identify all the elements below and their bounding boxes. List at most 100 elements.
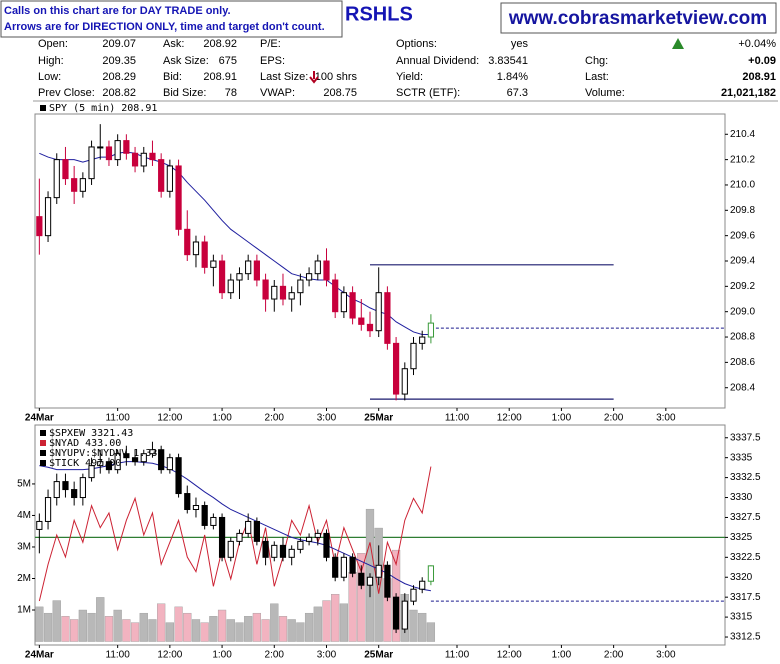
candle-body (271, 544, 278, 558)
stat-value: 208.91 (203, 71, 237, 83)
candle-body (288, 548, 295, 558)
candle-body (305, 536, 313, 542)
candle-body (166, 165, 173, 192)
volume-bar (148, 619, 157, 642)
stat-label: Last Size: (260, 71, 308, 83)
volume-bar (113, 609, 122, 642)
candle-body (332, 279, 339, 313)
y-tick-label: 210.0 (730, 180, 755, 191)
x-tick-label: 2:00 (604, 413, 624, 424)
y2-tick-label: 1M (17, 605, 31, 616)
volume-bar (78, 609, 87, 642)
x-tick-label: 25Mar (364, 650, 393, 659)
x-tick-label: 12:00 (497, 650, 522, 659)
stat-value: 78 (225, 87, 237, 99)
site-box (500, 2, 777, 34)
volume-bar (244, 616, 253, 642)
stat-value: 100 shrs (315, 71, 358, 83)
candle-body (123, 140, 130, 154)
x-tick-label: 3:00 (656, 413, 676, 424)
x-tick-label: 12:00 (157, 413, 182, 424)
candle-body (105, 461, 113, 471)
y2-tick-label: 3M (17, 542, 31, 553)
volume-bar (235, 622, 244, 642)
volume-bar (35, 606, 44, 642)
stat-label: Volume: (585, 87, 625, 99)
candle-body (97, 461, 104, 467)
candle-body (192, 241, 200, 256)
candle-body (427, 322, 435, 338)
indicator-line (38, 466, 432, 602)
candle-body (392, 596, 400, 630)
volume-bar (209, 616, 218, 642)
candle-body (192, 505, 200, 510)
volume-bar (200, 622, 209, 642)
candle-body (88, 146, 95, 180)
x-tick-label: 2:00 (265, 650, 285, 659)
candle-body (218, 260, 226, 294)
stat-label: Open: (38, 38, 68, 50)
stat-value: 1.84% (497, 71, 528, 83)
volume-bar (339, 603, 349, 642)
volume-bar (191, 619, 201, 642)
stat-label: EPS: (260, 55, 285, 67)
legend-entry: SPY (5 min) 208.91 (49, 103, 157, 114)
stat-label: Ask Size: (163, 55, 209, 67)
candle-body (140, 453, 147, 463)
y-tick-label: 3330 (730, 492, 753, 503)
candle-body (305, 273, 313, 281)
legend-entry: $NYUPV:$NYDNV 1.33 (49, 448, 157, 459)
volume-bar (157, 603, 166, 642)
volume-bar (226, 619, 235, 642)
candle-body (419, 336, 426, 344)
volume-bar (418, 612, 427, 642)
volume-bar (252, 612, 261, 642)
candle-body (62, 481, 69, 491)
volume-bar (261, 619, 270, 642)
x-tick-label: 3:00 (656, 650, 676, 659)
candle-body (218, 516, 226, 558)
note-line: Calls on this chart are for DAY TRADE on… (4, 5, 231, 17)
candle-body (71, 178, 78, 192)
candle-body (236, 273, 243, 281)
legend-swatch (40, 440, 46, 446)
y-tick-label: 3317.5 (730, 592, 761, 603)
candle-body (158, 159, 165, 192)
y-tick-label: 3332.5 (730, 472, 761, 483)
candle-body (97, 146, 104, 149)
stat-label: Yield: (396, 71, 423, 83)
candle-body (131, 457, 139, 463)
stat-value: 675 (219, 55, 237, 67)
y-tick-label: 3327.5 (730, 512, 761, 523)
x-tick-label: 11:00 (106, 650, 131, 659)
plots: 208.4 208.6 208.8 209.0 209.2 209.4 209.6 209.8… (17, 103, 761, 661)
legend-swatch (40, 460, 46, 466)
volume-bar (87, 612, 96, 642)
volume-bar (61, 616, 70, 642)
stat-value: +0.09 (748, 55, 776, 67)
candle-body (158, 449, 165, 471)
candle-body (175, 165, 182, 230)
candle-body (340, 292, 348, 313)
stat-value: 209.35 (102, 55, 136, 67)
stat-label: P/E: (260, 38, 281, 50)
candle-body (323, 532, 330, 558)
volume-bar (322, 600, 331, 642)
y-tick-label: 3320 (730, 572, 753, 583)
x-tick-label: 1:00 (552, 650, 572, 659)
volume-bar (426, 622, 436, 642)
x-tick-label: 12:00 (157, 650, 182, 659)
candle-body (349, 556, 356, 574)
x-tick-label: 2:00 (604, 650, 624, 659)
stat-value: yes (511, 38, 529, 50)
x-tick-label: 12:00 (497, 413, 522, 424)
candle-body (349, 292, 356, 319)
volume-bar (331, 594, 340, 642)
candle-body (71, 489, 78, 499)
candle-body (245, 520, 252, 534)
volume-bar (217, 609, 227, 642)
candle-body (410, 342, 417, 370)
y-tick-label: 3315 (730, 612, 753, 623)
candle-body (401, 368, 408, 395)
